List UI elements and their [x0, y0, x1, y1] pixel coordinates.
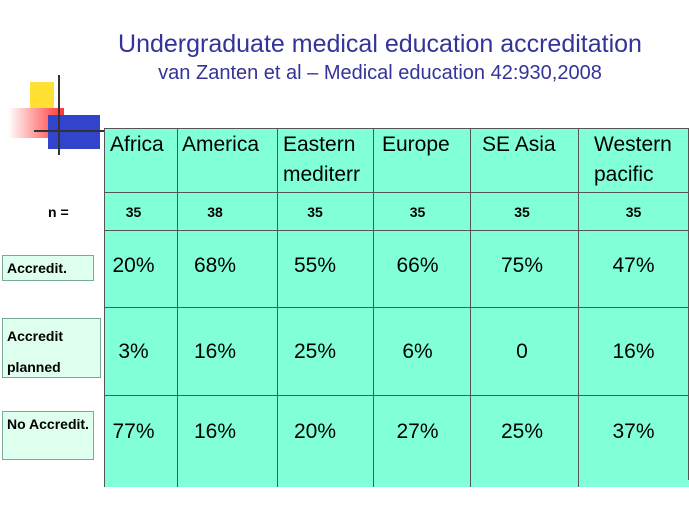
cell-value: 47% — [612, 254, 655, 277]
n-value: 38 — [207, 204, 223, 220]
cell-value: 68% — [193, 254, 237, 277]
cell-value: 27% — [396, 420, 439, 443]
column-header: Europe — [382, 133, 450, 156]
cell-value: 16% — [193, 420, 237, 443]
grid-line — [104, 192, 689, 193]
grid-line — [104, 307, 689, 308]
n-label: n = — [48, 204, 69, 220]
column-header: Africa — [110, 133, 164, 156]
deco-blue — [48, 115, 100, 149]
column-header: Western pacific — [594, 133, 672, 186]
cell-value: 20% — [112, 254, 155, 277]
title: Undergraduate medical education accredit… — [118, 30, 642, 58]
column-header: SE Asia — [482, 133, 556, 156]
cell-value: 55% — [293, 254, 337, 277]
deco-line — [34, 130, 104, 132]
cell-value: 66% — [396, 254, 439, 277]
grid-line — [104, 128, 689, 129]
n-value: 35 — [409, 204, 426, 220]
cell-value: 37% — [612, 420, 655, 443]
row-label: No Accredit. — [2, 411, 94, 460]
n-value: 35 — [514, 204, 530, 220]
n-value: 35 — [125, 204, 142, 220]
cell-value: 20% — [293, 420, 337, 443]
n-value: 35 — [307, 204, 323, 220]
cell-value: 25% — [293, 340, 337, 363]
row-label: Accredit planned — [2, 318, 101, 378]
column-header: Eastern mediterr — [283, 133, 361, 186]
cell-value: 6% — [402, 340, 433, 363]
deco-line — [58, 75, 60, 155]
column-header: America — [182, 133, 260, 156]
grid-line — [104, 230, 689, 231]
cell-value: 16% — [612, 340, 655, 363]
cell-value: 16% — [193, 340, 237, 363]
grid-line — [104, 395, 689, 396]
subtitle: van Zanten et al – Medical education 42:… — [158, 62, 602, 84]
cell-value: 25% — [500, 420, 544, 443]
cell-value: 0 — [516, 340, 528, 363]
cell-value: 75% — [500, 254, 544, 277]
cell-value: 3% — [118, 340, 149, 363]
n-value: 35 — [625, 204, 642, 220]
cell-value: 77% — [112, 420, 155, 443]
row-label: Accredit. — [2, 255, 94, 281]
